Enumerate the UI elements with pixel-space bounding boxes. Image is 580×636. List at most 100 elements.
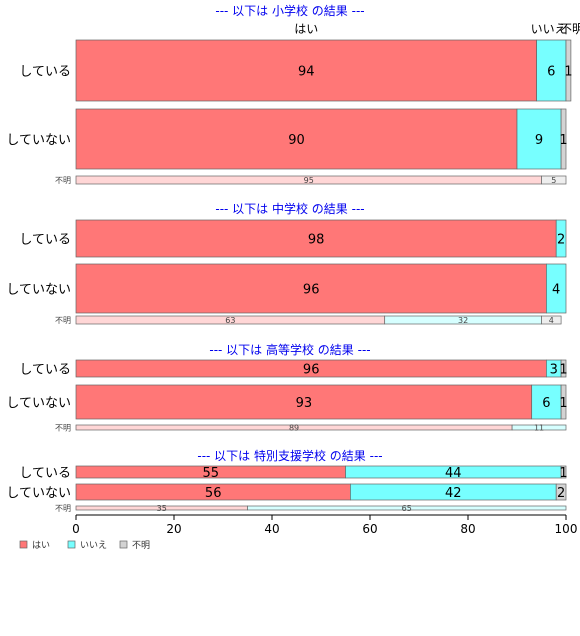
legend-swatch: [67, 540, 76, 549]
x-tick-label: 0: [72, 522, 80, 536]
segment-unknown: [560, 465, 567, 479]
data-label: 9: [535, 133, 543, 148]
x-tick-label: 20: [166, 522, 181, 536]
segment-yes: [75, 39, 537, 102]
segment-unknown: [555, 483, 567, 501]
row-label: している: [19, 363, 71, 378]
legend-label: はい: [32, 540, 50, 551]
legend-entry: 不明: [119, 540, 150, 551]
legend-swatch: [19, 540, 28, 549]
row-label: している: [19, 466, 71, 481]
segment-unknown: [541, 175, 567, 185]
column-header: いいえ: [531, 22, 567, 36]
bar-row: 不明 35 65: [55, 504, 567, 513]
data-label: 11: [534, 424, 544, 433]
data-label: 96: [303, 363, 320, 378]
x-axis: 0 20 40 60 80 100: [72, 514, 578, 536]
row-label: していない: [6, 283, 71, 298]
legend-swatch: [119, 540, 128, 549]
row-label: していない: [6, 396, 71, 411]
segment-no: [531, 384, 562, 420]
column-header: 不明: [560, 22, 580, 36]
row-label: 不明: [55, 176, 71, 185]
data-label: 6: [542, 396, 550, 411]
panel-title: --- 以下は 中学校 の結果 ---: [215, 201, 364, 216]
bar-row: 不明 63 32 4: [55, 315, 562, 325]
row-label: 不明: [55, 316, 71, 325]
data-label: 1: [559, 133, 567, 148]
row-label: していない: [6, 486, 71, 501]
x-tick-label: 60: [362, 522, 377, 536]
segment-unknown: [565, 39, 572, 102]
legend-label: 不明: [132, 540, 150, 551]
segment-yes: [75, 384, 533, 420]
bar-row: していない 90 9 1: [6, 108, 568, 170]
bar-row: している 96 3 1: [19, 359, 568, 378]
legend-entry: いいえ: [67, 540, 107, 551]
segment-unknown: [560, 359, 567, 378]
data-label: 98: [308, 233, 325, 248]
data-label: 3: [550, 363, 558, 378]
row-label: 不明: [55, 504, 71, 513]
row-label: 不明: [55, 424, 71, 433]
segment-yes: [75, 263, 547, 314]
segment-unknown: [541, 315, 562, 325]
bar-row: している 94 6 1: [19, 39, 573, 102]
column-header: はい: [294, 22, 318, 36]
data-label: 4: [549, 316, 554, 325]
data-label: 1: [564, 65, 572, 80]
row-label: している: [19, 65, 71, 80]
bar-row: 不明 89 11: [55, 424, 567, 433]
row-label: していない: [6, 133, 71, 148]
data-label: 63: [225, 316, 235, 325]
data-label: 1: [559, 396, 567, 411]
bar-row: していない 56 42 2: [6, 483, 567, 501]
panel-title: --- 以下は 高等学校 の結果 ---: [209, 342, 370, 357]
x-tick-label: 40: [264, 522, 279, 536]
segment-no: [555, 219, 567, 258]
data-label: 1: [559, 466, 567, 481]
panel-4: --- 以下は 特別支援学校 の結果 --- している 55 44 1 していない 56 42…: [6, 448, 567, 513]
data-label: 35: [157, 504, 167, 513]
data-label: 32: [458, 316, 468, 325]
bar-row: している 55 44 1: [19, 465, 568, 481]
segment-unknown: [560, 384, 567, 420]
x-tick-label: 100: [555, 522, 578, 536]
bar-row: していない 96 4: [6, 263, 567, 314]
x-tick-label: 80: [460, 522, 475, 536]
legend-label: いいえ: [80, 540, 107, 551]
bar-row: している 98 2: [19, 219, 567, 258]
bar-row: 不明 95 5: [55, 175, 567, 185]
panel-2: --- 以下は 中学校 の結果 --- している 98 2 していない 96 4 不明 63 32…: [6, 201, 567, 325]
data-label: 55: [202, 466, 219, 481]
legend-entry: はい: [19, 540, 50, 551]
segment-no: [546, 263, 567, 314]
data-label: 2: [557, 233, 565, 248]
data-label: 4: [552, 283, 560, 298]
segment-yes: [75, 219, 557, 258]
data-label: 90: [288, 133, 305, 148]
segment-unknown: [560, 108, 567, 170]
data-label: 44: [445, 466, 462, 481]
segment-no: [511, 424, 567, 431]
data-label: 89: [289, 424, 299, 433]
data-label: 95: [304, 176, 314, 185]
bar-row: していない 93 6 1: [6, 384, 568, 420]
data-label: 5: [551, 176, 556, 185]
segment-no: [247, 505, 567, 511]
data-label: 93: [296, 396, 313, 411]
data-label: 1: [559, 363, 567, 378]
legend: はい いいえ 不明: [19, 540, 150, 551]
data-label: 96: [303, 283, 320, 298]
data-label: 2: [557, 486, 565, 501]
data-label: 94: [298, 65, 315, 80]
data-label: 65: [402, 504, 412, 513]
data-label: 56: [205, 486, 222, 501]
panel-title: --- 以下は 特別支援学校 の結果 ---: [197, 448, 382, 463]
segment-no: [536, 39, 567, 102]
panel-title: --- 以下は 小学校 の結果 ---: [215, 3, 364, 18]
